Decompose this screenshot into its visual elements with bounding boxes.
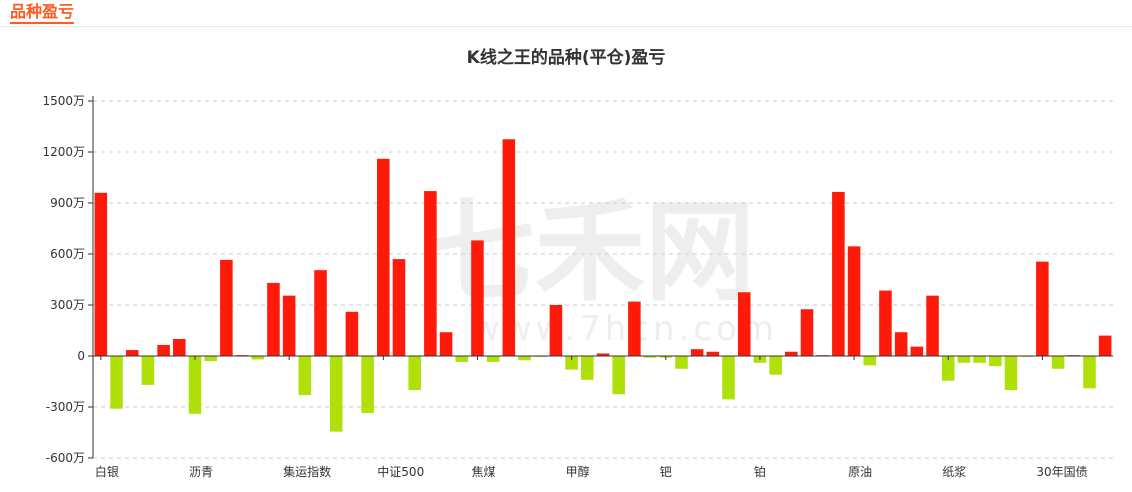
bar <box>298 356 312 396</box>
bar <box>549 305 563 356</box>
bar <box>643 356 657 358</box>
y-tick-label: 1200万 <box>42 145 85 159</box>
bar <box>596 353 610 356</box>
bar <box>910 346 924 356</box>
bar <box>989 356 1002 367</box>
bar <box>894 332 908 356</box>
bar <box>879 290 892 356</box>
x-tick-label: 钯 <box>660 465 672 479</box>
bar <box>377 158 390 356</box>
bar <box>502 139 516 356</box>
bar <box>424 191 437 356</box>
bar <box>832 191 845 356</box>
bar <box>706 351 720 356</box>
chart-title: K线之王的品种(平仓)盈亏 <box>466 48 666 68</box>
bar <box>267 282 280 356</box>
x-tick-label: 纸浆 <box>942 464 966 479</box>
x-tick-label: 中证500 <box>377 464 424 479</box>
bar <box>1004 356 1018 390</box>
bar <box>157 344 170 356</box>
x-tick-label: 原油 <box>848 465 872 479</box>
x-tick-label: 铂 <box>754 464 766 479</box>
bar <box>125 350 139 356</box>
bar <box>1051 356 1065 369</box>
y-tick-label: 900万 <box>50 196 85 210</box>
bar <box>361 356 374 413</box>
bar <box>486 356 500 362</box>
bar <box>863 356 877 366</box>
x-tick-label: 集运指数 <box>283 464 331 479</box>
bar <box>455 356 469 362</box>
grid-lines <box>93 100 1113 459</box>
x-tick-label: 白银 <box>95 464 119 479</box>
bar <box>957 356 971 363</box>
bar <box>188 356 202 414</box>
bar <box>314 270 327 356</box>
watermark-url: www.7hcn.com <box>472 309 778 349</box>
bar <box>722 356 735 400</box>
bar <box>110 356 123 409</box>
section-header: 品种盈亏 <box>0 0 1132 27</box>
bar <box>94 192 108 356</box>
y-tick-label: 0 <box>77 349 85 363</box>
bar <box>345 311 359 356</box>
bar <box>471 240 484 356</box>
bar <box>329 356 343 432</box>
section-title: 品种盈亏 <box>10 3 75 24</box>
bar <box>282 295 296 356</box>
bar <box>581 356 594 380</box>
y-tick-label: 1500万 <box>42 94 85 108</box>
y-tick-label: 300万 <box>50 298 85 312</box>
bar <box>518 356 531 361</box>
bar <box>800 309 814 356</box>
bar <box>141 356 155 385</box>
bar <box>392 259 406 356</box>
y-tick-label: -600万 <box>46 451 85 465</box>
bar <box>973 356 986 363</box>
y-tick-label: -300万 <box>46 400 85 414</box>
bar <box>251 356 265 360</box>
bar <box>785 351 798 356</box>
bar <box>612 356 625 395</box>
bar <box>926 295 939 356</box>
bar <box>690 349 704 356</box>
bar <box>941 356 955 381</box>
x-tick-label: 焦煤 <box>471 465 495 479</box>
x-tick-label: 甲醇 <box>566 464 590 479</box>
bar <box>847 246 861 356</box>
bar <box>628 301 641 356</box>
y-tick-label: 600万 <box>50 247 85 261</box>
bar <box>1098 335 1112 356</box>
bar <box>565 356 578 370</box>
bar <box>439 332 453 356</box>
x-tick-label: 沥青 <box>189 465 213 479</box>
bar <box>220 259 233 356</box>
bar <box>737 292 751 356</box>
bar <box>173 339 186 356</box>
bar <box>1083 356 1096 389</box>
x-tick-label: 30年国债 <box>1036 465 1087 479</box>
bar <box>675 356 688 369</box>
bar <box>1036 261 1049 356</box>
bar <box>204 356 217 362</box>
bar-series <box>94 139 1112 432</box>
bar <box>769 356 782 375</box>
bar <box>408 356 421 390</box>
